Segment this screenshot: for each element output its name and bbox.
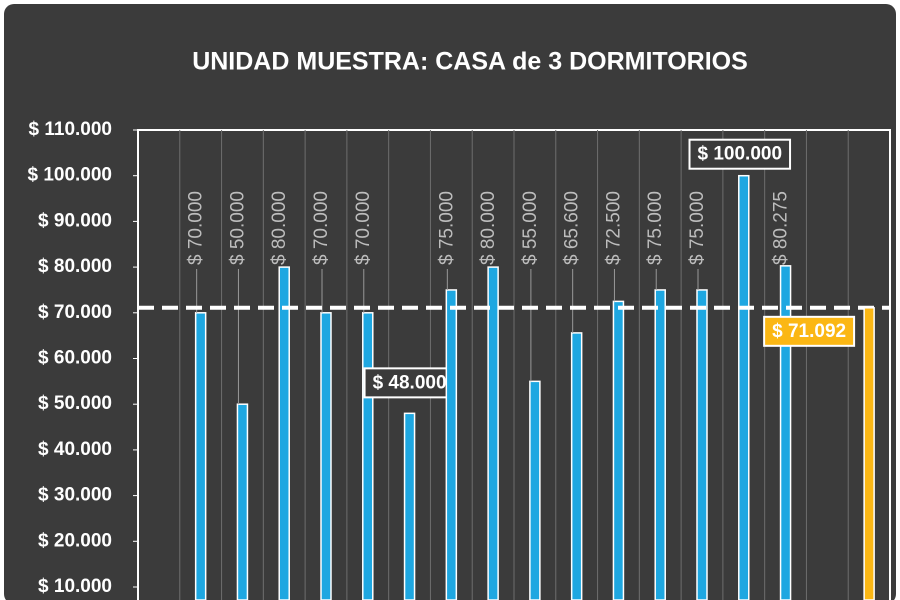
bar: [696, 289, 708, 600]
data-label: $ 75.000: [645, 191, 666, 265]
bar: [863, 307, 875, 600]
data-label: $ 75.000: [687, 191, 708, 265]
bar: [320, 312, 332, 600]
data-label: $ 80.275: [771, 191, 792, 265]
y-tick-label: $ 10.000: [38, 576, 112, 597]
data-label-box: [763, 315, 856, 347]
data-label: $ 70.000: [311, 191, 332, 265]
data-label: $ 100.000: [698, 144, 783, 165]
data-label: $ 72.500: [603, 191, 624, 265]
data-label: $ 80.000: [269, 191, 290, 265]
bar: [738, 174, 750, 600]
bar: [445, 289, 458, 600]
chart-title: UNIDAD MUESTRA: CASA de 3 DORMITORIOS: [192, 48, 748, 76]
data-label: $ 55.000: [520, 191, 541, 265]
bar: [779, 265, 792, 600]
bar: [487, 266, 499, 600]
y-tick-label: $ 30.000: [38, 485, 112, 506]
data-label-box: [363, 367, 456, 399]
bar: [570, 332, 583, 600]
data-label: $ 50.000: [227, 191, 248, 265]
data-label: $ 80.000: [478, 191, 499, 265]
data-label: $ 71.092: [772, 321, 846, 342]
y-tick-label: $ 110.000: [29, 119, 112, 140]
y-tick-label: $ 60.000: [38, 348, 112, 369]
data-label: $ 75.000: [436, 191, 457, 265]
bar: [278, 266, 290, 600]
y-tick-label: $ 80.000: [38, 256, 112, 277]
bar: [403, 412, 416, 600]
y-tick-label: $ 20.000: [38, 530, 112, 551]
bar: [529, 380, 541, 600]
y-tick-label: $ 70.000: [38, 302, 112, 323]
y-tick-label: $ 50.000: [38, 393, 112, 414]
bar: [362, 312, 374, 600]
bar: [194, 312, 207, 600]
bar: [654, 289, 666, 600]
y-tick-label: $ 40.000: [38, 439, 112, 460]
data-label: $ 48.000: [373, 372, 447, 393]
data-label: $ 70.000: [353, 191, 374, 265]
data-label: $ 70.000: [186, 191, 207, 265]
y-tick-label: $ 90.000: [38, 210, 112, 231]
data-label: $ 65.600: [562, 191, 583, 265]
y-tick-label: $ 100.000: [27, 165, 112, 186]
bar: [612, 300, 625, 600]
bar: [236, 403, 249, 600]
data-label-box: [688, 138, 792, 170]
